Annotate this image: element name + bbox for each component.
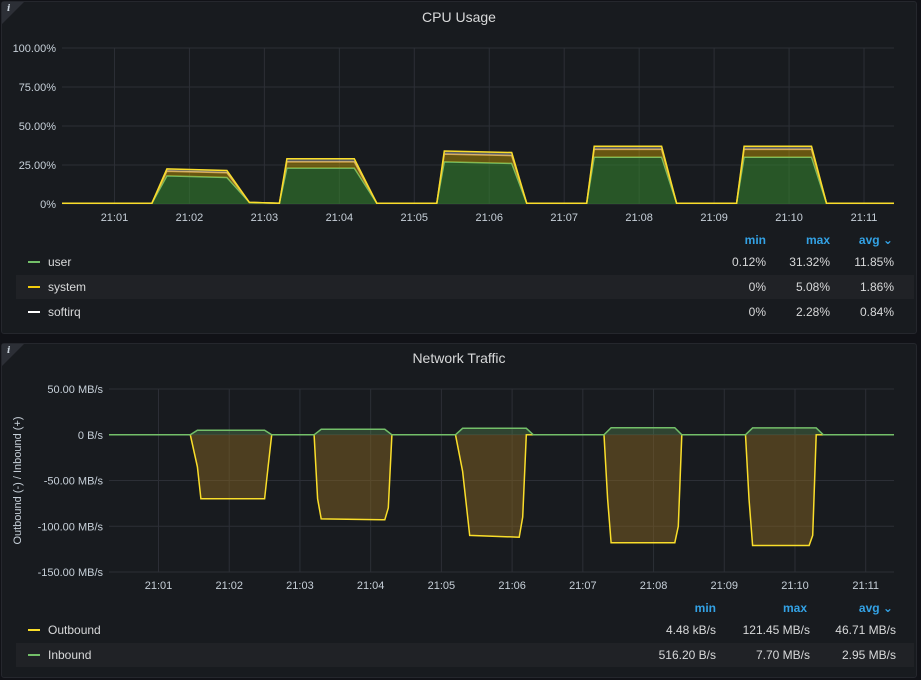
- legend-row-inbound[interactable]: Inbound 516.20 B/s 7.70 MB/s 2.95 MB/s: [16, 643, 914, 667]
- x-tick-label: 21:03: [251, 212, 279, 224]
- x-tick-label: 21:06: [498, 580, 526, 592]
- legend-header-avg[interactable]: avg ⌄: [858, 233, 893, 247]
- cpu-chart: 0% 25.00% 50.00% 75.00% 100.00% 21:01 21:02 21:…: [13, 43, 894, 224]
- legend-series-name[interactable]: Outbound: [48, 623, 101, 637]
- legend-row-softirq[interactable]: softirq 0% 2.28% 0.84%: [16, 300, 914, 324]
- x-tick-label: 21:01: [101, 212, 129, 224]
- legend-row-user[interactable]: user 0.12% 31.32% 11.85%: [16, 250, 914, 274]
- legend-avg-value: 2.95 MB/s: [841, 648, 896, 662]
- y-tick-label: 75.00%: [19, 82, 57, 94]
- legend-swatch: [28, 261, 40, 263]
- legend-swatch: [28, 629, 40, 631]
- legend-swatch: [28, 286, 40, 288]
- legend-header-avg[interactable]: avg ⌄: [858, 601, 893, 615]
- x-tick-label: 21:08: [640, 580, 668, 592]
- series-area-inbound: [109, 427, 894, 435]
- info-icon[interactable]: i: [7, 346, 11, 356]
- y-tick-label: 100.00%: [13, 43, 57, 55]
- x-tick-label: 21:07: [569, 580, 597, 592]
- x-tick-label: 21:10: [775, 212, 803, 224]
- series-area-softirq: [62, 146, 894, 204]
- x-tick-label: 21:10: [781, 580, 809, 592]
- legend-header-max[interactable]: max: [805, 233, 830, 247]
- x-tick-label: 21:08: [625, 212, 653, 224]
- legend-series-name[interactable]: Inbound: [48, 648, 92, 662]
- legend-swatch: [28, 654, 40, 656]
- y-tick-label: -150.00 MB/s: [38, 567, 104, 579]
- legend-avg-value: 46.71 MB/s: [835, 623, 896, 637]
- y-tick-label: 0 B/s: [78, 430, 104, 442]
- x-tick-label: 21:04: [357, 580, 385, 592]
- x-tick-label: 21:06: [475, 212, 503, 224]
- legend-max-value: 121.45 MB/s: [742, 623, 810, 637]
- legend-swatch: [28, 311, 40, 313]
- x-tick-label: 21:01: [145, 580, 173, 592]
- legend-min-value: 0%: [748, 280, 766, 294]
- x-tick-label: 21:09: [700, 212, 728, 224]
- x-tick-label: 21:05: [401, 212, 429, 224]
- legend-avg-value: 1.86%: [859, 280, 894, 294]
- y-tick-label: -100.00 MB/s: [38, 521, 104, 533]
- x-tick-label: 21:02: [176, 212, 204, 224]
- cpu-usage-panel: i CPU Usage 0% 25.00% 50.00% 75.00% 100.00% 2…: [1, 1, 917, 334]
- series-area-user: [62, 157, 894, 204]
- series-line-inbound: [109, 426, 894, 436]
- network-traffic-panel: i Network Traffic -150.00 MB/s -100.00 MB…: [1, 343, 917, 678]
- legend-series-name[interactable]: softirq: [48, 305, 81, 319]
- x-tick-label: 21:07: [550, 212, 578, 224]
- series-line-outbound: [109, 434, 894, 547]
- y-tick-label: 0%: [40, 199, 56, 211]
- x-tick-label: 21:03: [286, 580, 314, 592]
- series-area-system: [62, 149, 894, 204]
- info-icon[interactable]: i: [7, 4, 11, 14]
- legend-header-max[interactable]: max: [782, 601, 807, 615]
- x-tick-label: 21:04: [326, 212, 354, 224]
- legend-min-value: 0.12%: [731, 255, 766, 269]
- y-tick-label: 50.00 MB/s: [47, 384, 103, 396]
- legend-series-name[interactable]: system: [48, 280, 87, 294]
- legend-header-min[interactable]: min: [744, 233, 766, 247]
- panel-title[interactable]: Network Traffic: [412, 350, 506, 366]
- legend-row-system[interactable]: system 0% 5.08% 1.86%: [16, 275, 914, 299]
- legend-min-value: 4.48 kB/s: [665, 623, 716, 637]
- legend-avg-value: 11.85%: [854, 255, 894, 269]
- legend-max-value: 5.08%: [795, 280, 830, 294]
- legend-row-outbound[interactable]: Outbound 4.48 kB/s 121.45 MB/s 46.71 MB/…: [16, 618, 914, 642]
- legend-max-value: 31.32%: [789, 255, 830, 269]
- y-tick-label: 25.00%: [19, 160, 57, 172]
- legend-header-min[interactable]: min: [694, 601, 716, 615]
- panel-info-corner[interactable]: [2, 344, 24, 366]
- legend-max-value: 7.70 MB/s: [755, 648, 810, 662]
- network-chart: -150.00 MB/s -100.00 MB/s -50.00 MB/s 0 B/s…: [12, 384, 894, 592]
- legend-min-value: 516.20 B/s: [658, 648, 716, 662]
- legend-avg-value: 0.84%: [859, 305, 894, 319]
- x-tick-label: 21:11: [852, 580, 879, 592]
- x-tick-label: 21:09: [711, 580, 739, 592]
- legend-max-value: 2.28%: [795, 305, 830, 319]
- x-tick-label: 21:11: [851, 212, 878, 224]
- legend-series-name[interactable]: user: [48, 255, 72, 269]
- legend-min-value: 0%: [748, 305, 766, 319]
- series-line-softirq: [62, 145, 894, 204]
- y-tick-label: 50.00%: [19, 121, 57, 133]
- panel-info-corner[interactable]: [2, 2, 24, 24]
- y-axis-label: Outbound (-) / Inbound (+): [12, 416, 24, 544]
- y-tick-label: -50.00 MB/s: [44, 476, 104, 488]
- series-area-outbound: [109, 434, 894, 546]
- x-tick-label: 21:05: [428, 580, 456, 592]
- panel-title[interactable]: CPU Usage: [422, 9, 496, 25]
- x-tick-label: 21:02: [215, 580, 243, 592]
